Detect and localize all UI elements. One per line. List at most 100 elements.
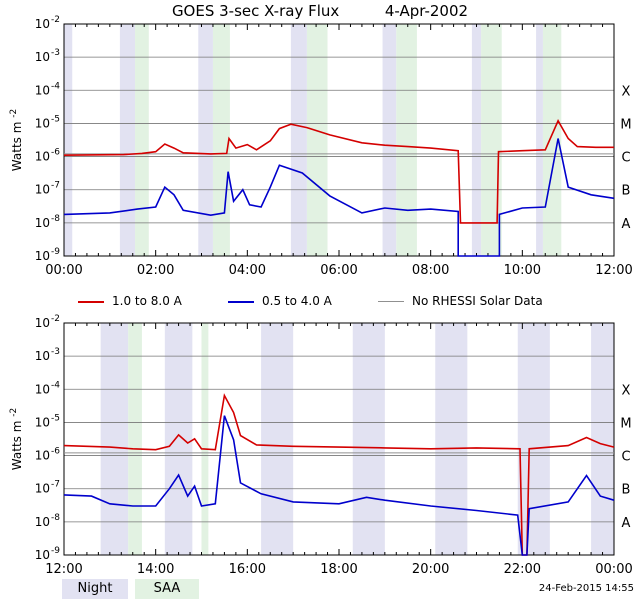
saa-band [201, 323, 209, 555]
saa-legend-label: SAA [153, 581, 181, 596]
night-band [290, 24, 307, 256]
y-tick-exponent: -7 [51, 181, 60, 191]
x-tick-label: 04:00 [229, 263, 266, 278]
x-tick-label: 22:00 [504, 562, 541, 577]
saa-band [135, 24, 149, 256]
x-tick-label: 18:00 [320, 562, 357, 577]
y-tick-exponent: -3 [51, 347, 60, 357]
x-tick-label: 12:00 [595, 263, 632, 278]
series-line-short [63, 415, 615, 556]
y-axis-label: Watts m -2 [9, 408, 24, 470]
night-band [164, 323, 193, 555]
legend-item-norhessi: No RHESSI Solar Data [378, 294, 543, 308]
y-tick-label: 10 [35, 515, 50, 529]
x-tick-label: 00:00 [595, 562, 632, 577]
night-band [198, 24, 213, 256]
y-tick-label: 10 [35, 50, 50, 64]
y-tick-exponent: -9 [51, 247, 60, 257]
x-tick-label: 02:00 [137, 263, 174, 278]
x-tick-label: 14:00 [137, 562, 174, 577]
footer-timestamp: 24-Feb-2015 14:55 [538, 583, 634, 594]
legend-swatch-long [78, 300, 104, 303]
y-tick-exponent: -2 [51, 314, 60, 324]
flare-class-label: C [621, 151, 630, 166]
night-band [119, 24, 136, 256]
title-text: GOES 3-sec X-ray Flux [171, 2, 340, 20]
y-tick-label: 10 [35, 548, 50, 562]
flare-class-label: X [622, 383, 631, 398]
night-band [536, 24, 543, 256]
series-line-long [63, 119, 614, 224]
y-tick-exponent: -2 [51, 15, 60, 25]
legend-swatch-norhessi [378, 301, 404, 302]
y-tick-label: 10 [35, 183, 50, 197]
y-tick-exponent: -8 [51, 513, 60, 523]
flare-class-label: M [620, 416, 631, 431]
y-axis-label: Watts m -2 [9, 109, 24, 171]
chart-title: GOES 3-sec X-ray Flux 4-Apr-2002 [0, 2, 640, 20]
night-band [435, 323, 468, 555]
legend-label-norhessi: No RHESSI Solar Data [412, 294, 543, 308]
y-tick-exponent: -4 [51, 380, 60, 390]
night-band [517, 323, 550, 555]
legend-label-short: 0.5 to 4.0 A [262, 294, 332, 308]
y-tick-label: 10 [35, 17, 50, 31]
y-tick-exponent: -3 [51, 48, 60, 58]
night-band [591, 323, 614, 555]
y-tick-exponent: -4 [51, 81, 60, 91]
y-tick-label: 10 [35, 449, 50, 463]
night-band [382, 24, 397, 256]
y-tick-label: 10 [35, 349, 50, 363]
x-tick-label: 00:00 [45, 263, 82, 278]
y-tick-exponent: -6 [51, 447, 60, 457]
night-band [352, 323, 385, 555]
y-tick-label: 10 [35, 316, 50, 330]
night-legend-box: Night [62, 579, 128, 599]
y-tick-label: 10 [35, 382, 50, 396]
saa-band [212, 24, 230, 256]
flare-class-label: A [622, 516, 631, 531]
flare-class-label: M [620, 117, 631, 132]
series-line-short [63, 138, 615, 257]
flare-class-label: A [622, 217, 631, 232]
y-tick-exponent: -5 [51, 413, 60, 423]
night-band [471, 24, 482, 256]
flare-class-label: X [622, 84, 631, 99]
legend-swatch-short [228, 300, 254, 303]
x-tick-label: 08:00 [412, 263, 449, 278]
legend-item-long: 1.0 to 8.0 A [78, 294, 182, 308]
y-tick-exponent: -9 [51, 546, 60, 556]
legend-item-short: 0.5 to 4.0 A [228, 294, 332, 308]
x-tick-label: 12:00 [45, 562, 82, 577]
x-tick-label: 10:00 [504, 263, 541, 278]
x-tick-label: 20:00 [412, 562, 449, 577]
saa-legend-box: SAA [135, 579, 199, 599]
y-tick-exponent: -8 [51, 214, 60, 224]
y-tick-label: 10 [35, 482, 50, 496]
y-tick-label: 10 [35, 116, 50, 130]
y-tick-exponent: -6 [51, 148, 60, 158]
y-tick-label: 10 [35, 216, 50, 230]
x-tick-label: 16:00 [229, 562, 266, 577]
night-legend-label: Night [77, 581, 113, 596]
flare-class-label: B [622, 483, 631, 498]
y-tick-label: 10 [35, 150, 50, 164]
saa-band [481, 24, 502, 256]
y-tick-exponent: -5 [51, 114, 60, 124]
x-tick-label: 06:00 [320, 263, 357, 278]
saa-band [396, 24, 417, 256]
y-tick-exponent: -7 [51, 480, 60, 490]
night-band [100, 323, 129, 555]
legend-label-long: 1.0 to 8.0 A [112, 294, 182, 308]
y-tick-label: 10 [35, 83, 50, 97]
y-tick-label: 10 [35, 249, 50, 263]
night-band [261, 323, 294, 555]
title-date: 4-Apr-2002 [384, 2, 469, 20]
flare-class-label: C [621, 450, 630, 465]
saa-band [128, 323, 142, 555]
night-band [64, 24, 73, 256]
saa-band [306, 24, 328, 256]
